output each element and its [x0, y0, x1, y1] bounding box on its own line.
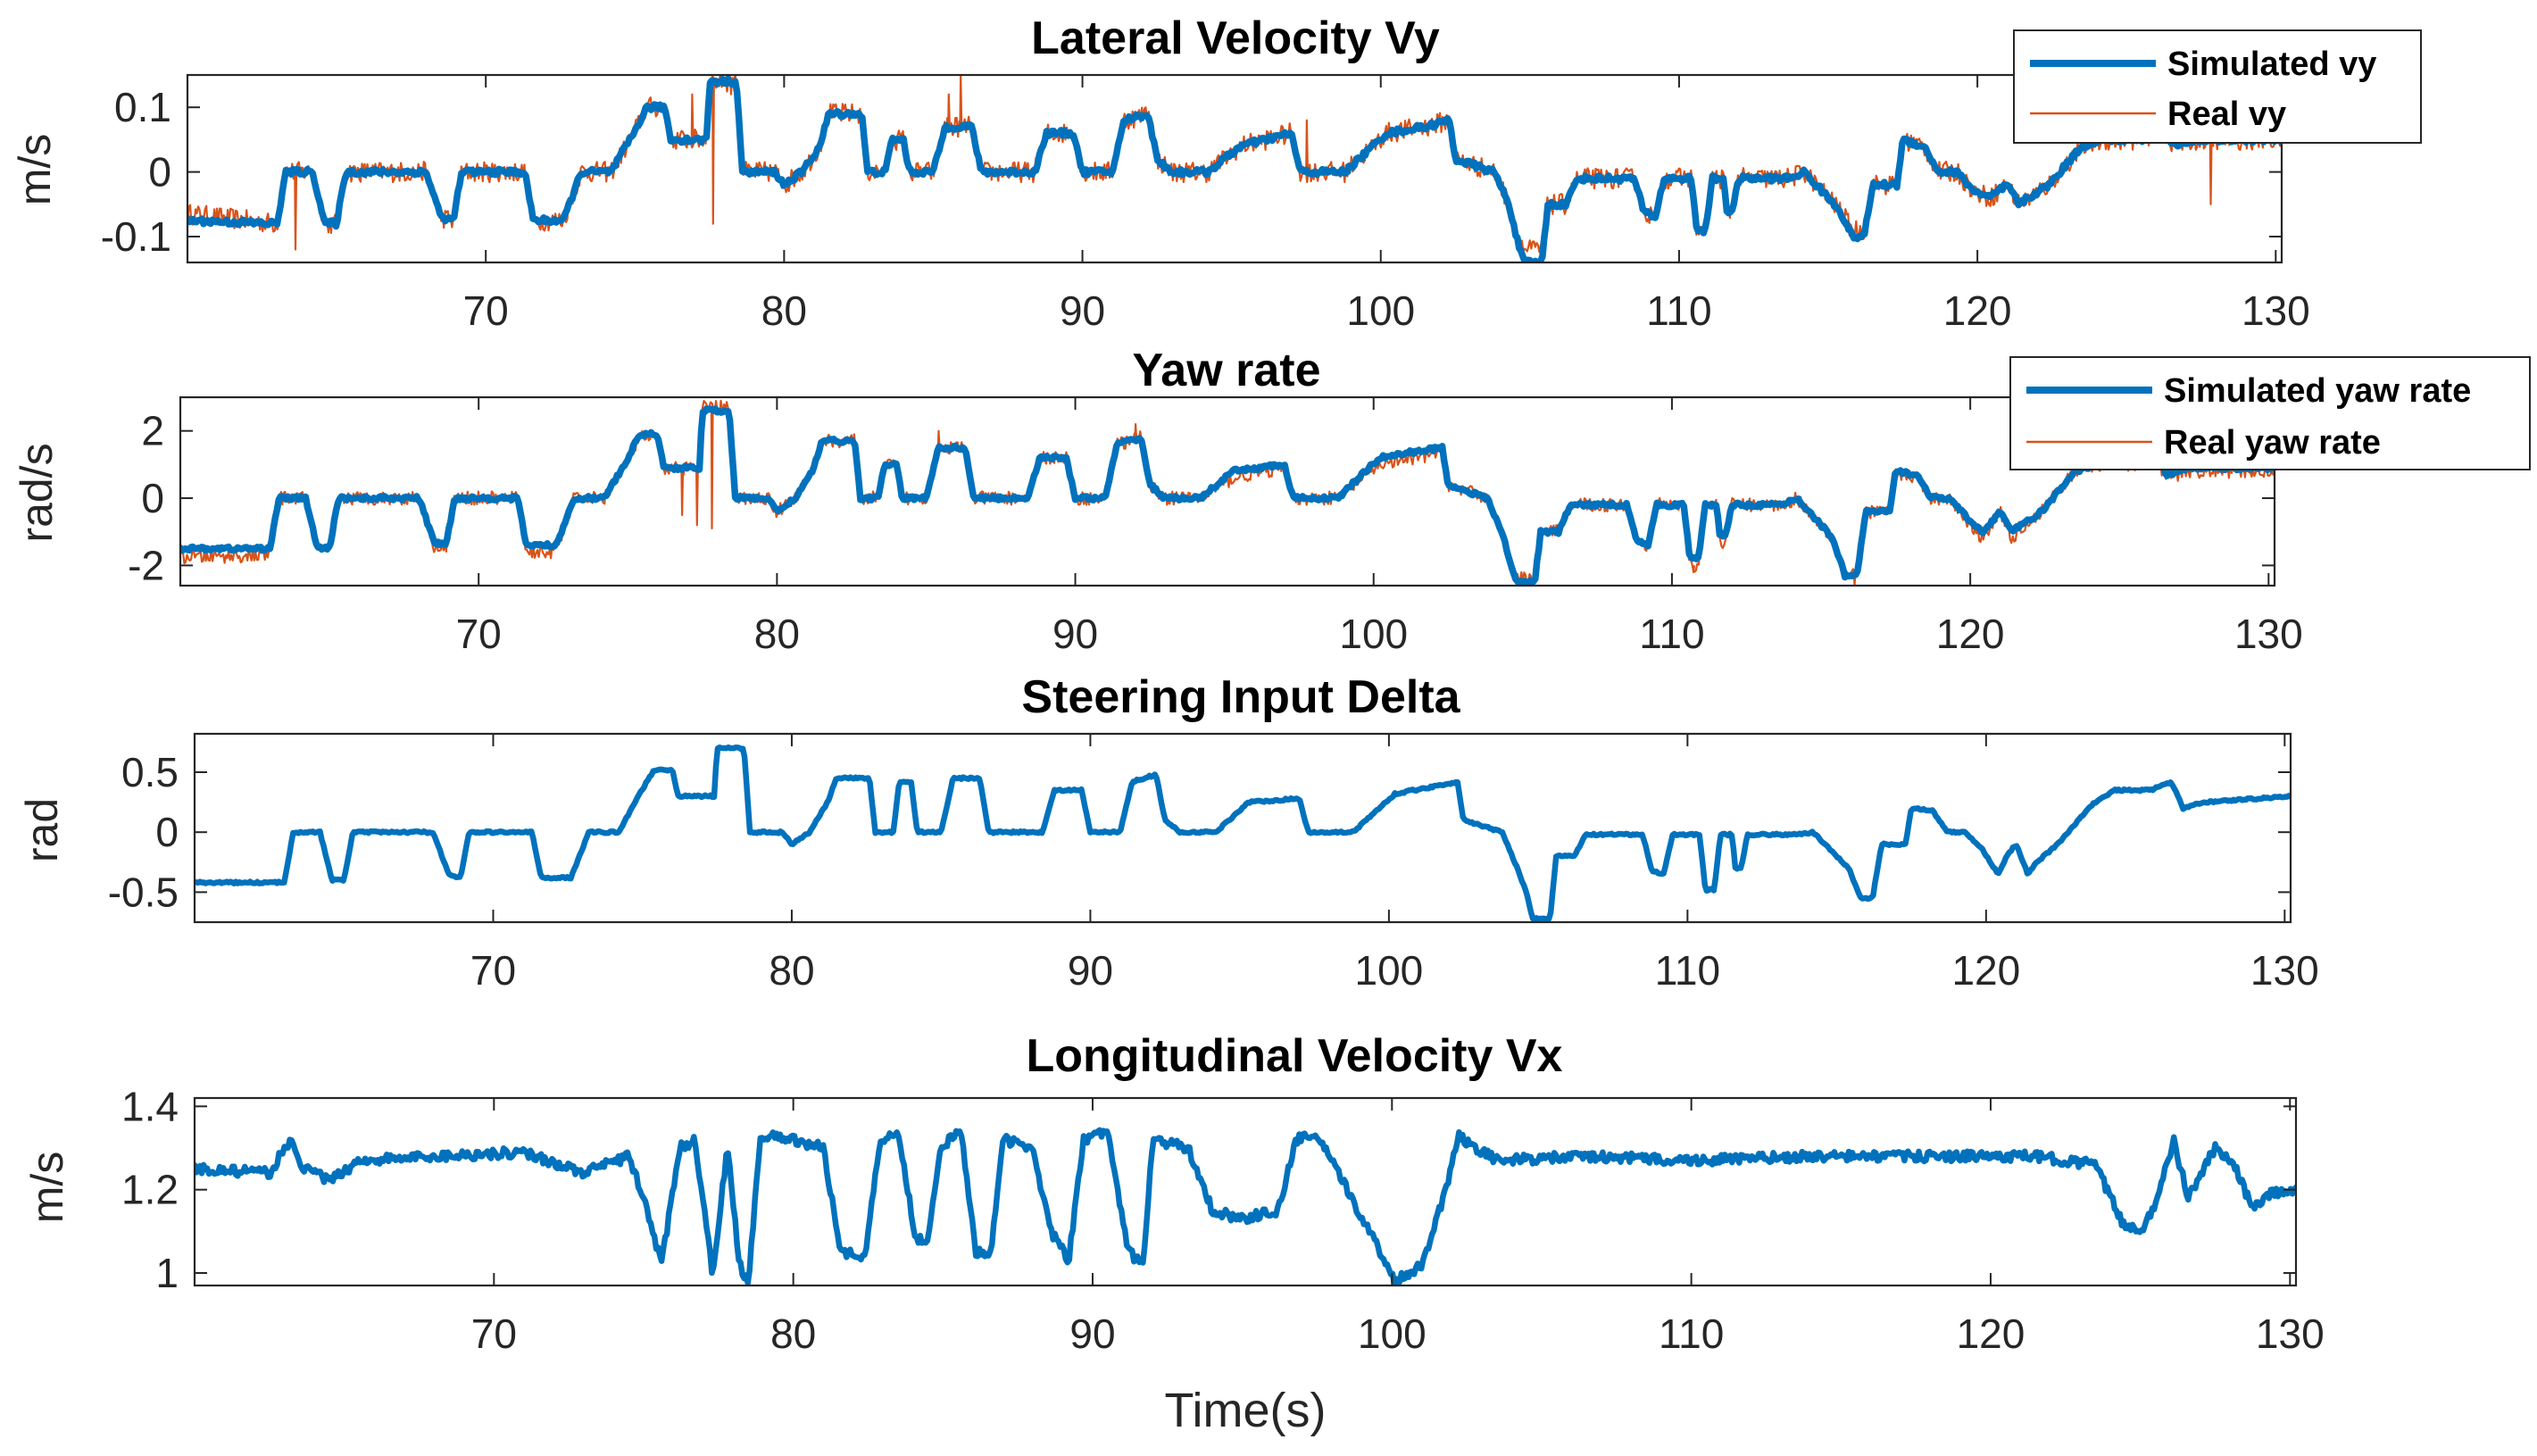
x-tick-label-vy-70: 70	[463, 287, 509, 334]
x-tick-label-yaw-90: 90	[1052, 611, 1098, 657]
ylabel-vx: m/s	[22, 1152, 72, 1224]
axes-box-vx	[193, 1096, 2298, 1287]
ylabel-steering: rad	[17, 798, 67, 862]
x-tick-label-vx-100: 100	[1358, 1310, 1427, 1357]
ylabel-vy: m/s	[10, 134, 60, 206]
x-tick-label-yaw-130: 130	[2234, 611, 2303, 657]
x-tick-label-yaw-120: 120	[1936, 611, 2005, 657]
x-tick-label-vy-120: 120	[1943, 287, 2012, 334]
chart-yaw: 70 80 90 100 110 120 130 -2 0 2	[128, 395, 2303, 657]
x-tick-label-vx-90: 90	[1069, 1310, 1115, 1357]
x-tick-label-vx-70: 70	[471, 1310, 517, 1357]
y-tick-label-yaw-0: -2	[128, 542, 164, 588]
x-tick-label-vx-130: 130	[2256, 1310, 2325, 1357]
y-tick-label-steering-2: 0.5	[121, 749, 179, 795]
y-tick-label-steering-1: 0	[155, 809, 179, 855]
x-tick-label-vy-130: 130	[2242, 287, 2310, 334]
x-tick-label-steering-110: 110	[1655, 947, 1720, 994]
chart-title-vy: Lateral Velocity Vy	[1031, 12, 1440, 64]
chart-title-vx: Longitudinal Velocity Vx	[1027, 1030, 1563, 1082]
x-tick-label-steering-80: 80	[769, 947, 814, 994]
x-tick-label-steering-100: 100	[1355, 947, 1424, 994]
y-tick-label-vy-2: 0.1	[114, 84, 171, 130]
x-tick-label-steering-120: 120	[1951, 947, 2020, 994]
plot-lines-vx	[195, 1127, 2296, 1285]
x-tick-label-vx-110: 110	[1659, 1310, 1724, 1357]
x-tick-label-vx-120: 120	[1957, 1310, 2025, 1357]
plot-lines-vy	[187, 75, 2282, 262]
x-tick-label-vy-100: 100	[1346, 287, 1415, 334]
x-tick-label-yaw-70: 70	[456, 611, 502, 657]
x-tick-label-vx-80: 80	[770, 1310, 816, 1357]
x-tick-label-vy-90: 90	[1060, 287, 1105, 334]
x-tick-label-steering-130: 130	[2250, 947, 2319, 994]
legend-box-vy	[2013, 29, 2422, 144]
plot-lines-steering	[195, 744, 2291, 922]
y-tick-label-yaw-1: 0	[141, 475, 164, 521]
chart-vy: 70 80 90 100 110 120 130 -0.1 0 0.1	[101, 73, 2310, 334]
x-tick-label-yaw-100: 100	[1339, 611, 1408, 657]
series-line-simulated-yaw-rate	[180, 405, 2275, 586]
ylabel-yaw: rad/s	[12, 443, 62, 542]
chart-steering: 70 80 90 100 110 120 130 -0.5 0 0.5	[108, 732, 2319, 994]
series-line-real-vy	[187, 75, 2282, 254]
y-tick-label-vy-1: 0	[148, 149, 171, 196]
x-tick-label-steering-90: 90	[1068, 947, 1113, 994]
series-line-simulated-vy	[187, 75, 2282, 262]
y-tick-label-vx-1: 1.2	[121, 1167, 179, 1213]
legend-label-simulated-yaw: Simulated yaw rate	[2164, 372, 2471, 410]
x-axis-label: Time(s)	[1165, 1384, 1327, 1437]
series-line-real-yaw-rate	[180, 399, 2275, 586]
chart-title-yaw: Yaw rate	[1132, 345, 1320, 396]
y-tick-label-vx-0: 1	[155, 1250, 179, 1296]
x-tick-label-yaw-110: 110	[1639, 611, 1704, 657]
axes-box-yaw	[179, 395, 2276, 587]
x-tick-label-yaw-80: 80	[754, 611, 800, 657]
legend-label-real-yaw: Real yaw rate	[2164, 424, 2381, 462]
axes-box-steering	[193, 732, 2292, 924]
legend-label-simulated-vy: Simulated vy	[2167, 46, 2376, 83]
x-tick-label-vy-110: 110	[1646, 287, 1711, 334]
chart-vx: 70 80 90 100 110 120 130 1 1.2 1.4	[121, 1083, 2325, 1357]
chart-title-steering: Steering Input Delta	[1021, 671, 1460, 723]
y-tick-label-yaw-2: 2	[141, 408, 164, 454]
x-tick-label-vy-80: 80	[761, 287, 807, 334]
y-tick-label-vx-2: 1.4	[121, 1083, 179, 1129]
x-tick-label-steering-70: 70	[470, 947, 516, 994]
series-line-steering-input	[195, 744, 2291, 922]
y-tick-label-steering-0: -0.5	[108, 869, 179, 915]
plot-areas: 70 80 90 100 110 120 130-0.100.170 80 90 100 110 12…	[101, 73, 2325, 1357]
plot-lines-yaw	[180, 399, 2275, 586]
legend-yaw: Simulated yaw rate Real yaw rate	[2009, 356, 2531, 470]
series-line-longitudinal-velocity	[195, 1127, 2296, 1285]
y-tick-label-vy-0: -0.1	[101, 213, 171, 260]
legend-vy: Simulated vy Real vy	[2013, 29, 2422, 144]
legend-box-yaw	[2009, 356, 2531, 470]
legend-label-real-vy: Real vy	[2167, 96, 2286, 133]
axes-box-vy	[186, 73, 2283, 264]
